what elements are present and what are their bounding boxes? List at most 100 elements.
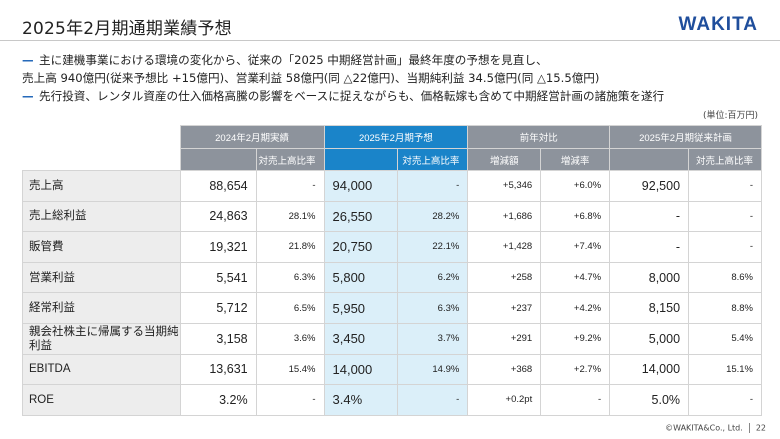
- cell-fy2024-value: 5,541: [179, 261, 257, 294]
- cell-fy2025-value: 3,450: [323, 322, 399, 355]
- cell-yoy-change: +1,428: [467, 231, 542, 263]
- cell-plan-ratio: -: [688, 200, 762, 233]
- table-row: 経常利益 5,712 6.5% 5,950 6.3% +237 +4.2% 8,150 8.8%: [22, 292, 762, 324]
- row-label: 経常利益: [22, 292, 181, 324]
- cell-plan-value: 14,000: [609, 353, 690, 386]
- cell-yoy-rate: +9.2%: [540, 322, 611, 355]
- cell-yoy-change: +291: [467, 322, 542, 355]
- cell-plan-ratio: 8.8%: [688, 292, 762, 324]
- cell-yoy-rate: +6.0%: [540, 170, 611, 202]
- cell-plan-value: -: [609, 200, 690, 233]
- cell-fy2024-ratio: 6.3%: [255, 261, 325, 294]
- cell-fy2024-ratio: 6.5%: [255, 292, 325, 324]
- cell-yoy-change: +237: [467, 292, 542, 324]
- cell-fy2025-value: 5,800: [323, 261, 399, 294]
- cell-fy2025-ratio: 28.2%: [397, 200, 469, 233]
- cell-fy2024-ratio: -: [255, 384, 325, 416]
- bullet-text: 主に建機事業における環境の変化から、従来の「2025 中期経営計画」最終年度の予…: [39, 53, 548, 67]
- cell-yoy-rate: +4.2%: [540, 292, 611, 324]
- bullet-text: 売上高 940億円(従来予想比 +15億円)、営業利益 58億円(同 △22億円…: [22, 71, 600, 85]
- cell-plan-ratio: -: [688, 384, 762, 416]
- cell-plan-value: 92,500: [609, 170, 690, 202]
- cell-plan-ratio: 5.4%: [688, 322, 762, 355]
- cell-fy2024-value: 88,654: [179, 170, 257, 202]
- forecast-table: 2024年2月期実績 2025年2月期予想 前年対比 2025年2月期従来計画 …: [22, 125, 762, 416]
- cell-yoy-rate: -: [540, 384, 611, 416]
- company-logo: WAKITA: [678, 14, 758, 35]
- row-label: 売上総利益: [22, 200, 181, 233]
- table-group-header-row: 2024年2月期実績 2025年2月期予想 前年対比 2025年2月期従来計画: [22, 125, 762, 149]
- table-row: 売上総利益 24,863 28.1% 26,550 28.2% +1,686 +6.8% - -: [22, 200, 762, 233]
- table-sub-header-row: 対売上高比率 対売上高比率 増減額 増減率 対売上高比率: [22, 148, 762, 171]
- cell-plan-value: 8,000: [609, 261, 690, 294]
- bullet-item: — 先行投資、レンタル資産の仕入価格高騰の影響をベースに捉えながらも、価格転嫁も…: [22, 87, 767, 105]
- bullet-text: 先行投資、レンタル資産の仕入価格高騰の影響をベースに捉えながらも、価格転嫁も含め…: [39, 89, 665, 103]
- cell-fy2025-value: 94,000: [323, 170, 399, 202]
- table-row: 売上高 88,654-94,000- +5,346 +6.0% 92,500-: [22, 170, 762, 202]
- cell-plan-ratio: -: [688, 231, 762, 263]
- cell-yoy-rate: +7.4%: [540, 231, 611, 263]
- table-row: ROE 3.2% -3.4% - +0.2pt -5.0% -: [22, 384, 762, 416]
- cell-fy2024-ratio: 3.6%: [255, 322, 325, 355]
- cell-fy2024-ratio: -: [255, 170, 325, 202]
- cell-fy2025-value: 14,000: [323, 353, 399, 386]
- table-row: EBITDA 13,631 15.4% 14,000 14.9% +368 +2.7% 14,…: [22, 353, 762, 386]
- table-row: 販管費 19,321 21.8% 20,750 22.1% +1,428 +7.4% - -: [22, 231, 762, 263]
- cell-fy2024-ratio: 15.4%: [255, 353, 325, 386]
- cell-yoy-change: +0.2pt: [467, 384, 542, 416]
- cell-fy2025-ratio: 22.1%: [397, 231, 469, 263]
- subheader-blank: [323, 148, 399, 171]
- cell-yoy-change: +258: [467, 261, 542, 294]
- cell-plan-value: 5,000: [609, 322, 690, 355]
- page-title: 2025年2月期通期業績予想: [22, 19, 232, 39]
- row-label: 販管費: [22, 231, 181, 263]
- row-label: ROE: [22, 384, 181, 416]
- cell-fy2025-value: 20,750: [323, 231, 399, 263]
- subheader-change: 増減額: [467, 148, 542, 171]
- cell-yoy-change: +368: [467, 353, 542, 386]
- row-label: EBITDA: [22, 353, 181, 386]
- header-corner: [22, 148, 181, 171]
- subheader-ratio: 対売上高比率: [397, 148, 469, 171]
- cell-plan-value: 8,150: [609, 292, 690, 324]
- cell-fy2024-ratio: 21.8%: [255, 231, 325, 263]
- cell-yoy-rate: +4.7%: [540, 261, 611, 294]
- cell-fy2025-value: 5,950: [323, 292, 399, 324]
- cell-fy2024-value: 19,321: [179, 231, 257, 263]
- cell-plan-value: -: [609, 231, 690, 263]
- header-corner: [22, 125, 181, 149]
- cell-fy2024-value: 5,712: [179, 292, 257, 324]
- footer: ©WAKITA&Co., Ltd. 22: [665, 423, 766, 433]
- bullet-dash-icon: —: [22, 89, 34, 103]
- cell-fy2025-ratio: 6.2%: [397, 261, 469, 294]
- cell-fy2025-ratio: -: [397, 170, 469, 202]
- unit-note: (単位:百万円): [702, 111, 758, 121]
- cell-plan-ratio: 15.1%: [688, 353, 762, 386]
- subheader-ratio: 対売上高比率: [688, 148, 762, 171]
- cell-fy2024-ratio: 28.1%: [255, 200, 325, 233]
- bullet-item-continuation: 売上高 940億円(従来予想比 +15億円)、営業利益 58億円(同 △22億円…: [22, 69, 767, 87]
- header-fy2024: 2024年2月期実績: [179, 125, 325, 149]
- cell-fy2024-value: 24,863: [179, 200, 257, 233]
- page-number: 22: [755, 423, 766, 433]
- cell-fy2024-value: 13,631: [179, 353, 257, 386]
- cell-fy2025-ratio: 3.7%: [397, 322, 469, 355]
- summary-bullets: — 主に建機事業における環境の変化から、従来の「2025 中期経営計画」最終年度…: [22, 51, 767, 105]
- bullet-item: — 主に建機事業における環境の変化から、従来の「2025 中期経営計画」最終年度…: [22, 51, 767, 69]
- cell-yoy-rate: +6.8%: [540, 200, 611, 233]
- cell-plan-value: 5.0%: [609, 384, 690, 416]
- header-plan: 2025年2月期従来計画: [609, 125, 762, 149]
- cell-yoy-change: +5,346: [467, 170, 542, 202]
- cell-fy2025-ratio: 6.3%: [397, 292, 469, 324]
- cell-yoy-rate: +2.7%: [540, 353, 611, 386]
- cell-yoy-change: +1,686: [467, 200, 542, 233]
- footer-separator: [748, 423, 750, 433]
- subheader-blank: [179, 148, 257, 171]
- cell-fy2025-value: 26,550: [323, 200, 399, 233]
- table-row: 営業利益 5,541 6.3% 5,800 6.2% +258 +4.7% 8,000 8.6%: [22, 261, 762, 294]
- header-fy2025: 2025年2月期予想: [323, 125, 469, 149]
- cell-fy2025-ratio: 14.9%: [397, 353, 469, 386]
- cell-fy2024-value: 3,158: [179, 322, 257, 355]
- table-row: 親会社株主に帰属する当期純利益 3,158 3.6% 3,450 3.7% +291 +9.…: [22, 322, 762, 355]
- bullet-dash-icon: —: [22, 53, 34, 67]
